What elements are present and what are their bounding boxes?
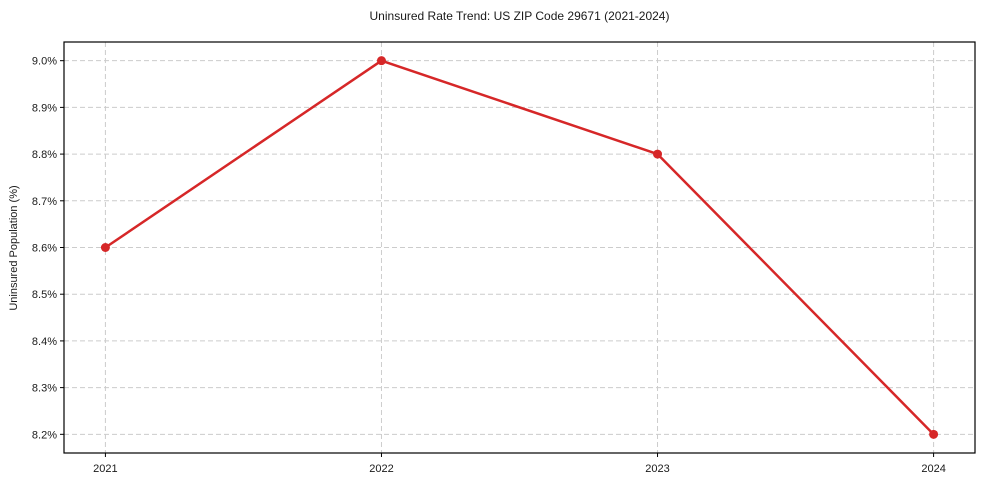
data-point-marker (100, 243, 110, 252)
y-tick-label: 8.6% (32, 243, 57, 255)
x-tick-label: 2024 (921, 463, 945, 475)
data-point-marker (929, 429, 939, 439)
y-tick-label: 9.0% (32, 56, 57, 68)
trend-line (104, 59, 935, 436)
y-tick-label: 8.8% (32, 149, 57, 161)
x-tick-label: 2022 (369, 463, 393, 475)
y-tick-label: 8.2% (32, 429, 57, 441)
y-tick-label: 8.9% (32, 102, 57, 114)
chart-title: Uninsured Rate Trend: US ZIP Code 29671 … (369, 9, 670, 23)
data-point-marker (376, 56, 386, 66)
x-tick-label: 2021 (93, 463, 117, 475)
plot-border (63, 41, 976, 454)
y-tick-label: 8.4% (32, 336, 57, 348)
y-tick-label: 8.7% (32, 196, 57, 208)
y-tick-label: 8.3% (32, 383, 57, 395)
data-point-marker (653, 149, 663, 159)
y-tick-label: 8.5% (32, 289, 57, 301)
x-tick-label: 2023 (645, 463, 669, 475)
